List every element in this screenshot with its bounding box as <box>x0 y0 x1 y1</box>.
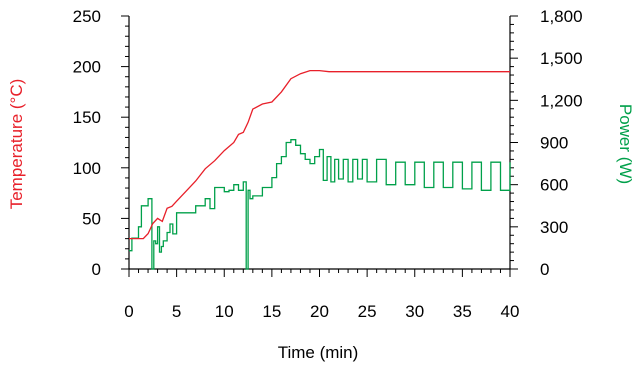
y-right-tick-label: 0 <box>540 260 549 279</box>
x-tick-label: 35 <box>453 302 472 321</box>
y-left-tick-label: 0 <box>92 260 101 279</box>
y-left-tick-label: 100 <box>73 159 101 178</box>
y-right-tick-label: 1,200 <box>540 91 583 110</box>
x-tick-label: 30 <box>405 302 424 321</box>
tick-labels: 0 5 10 15 20 25 30 35 40 0 50 100 150 200 250 0 300 600 90… <box>73 7 583 321</box>
x-tick-label: 20 <box>310 302 329 321</box>
y-left-axis-title: Temperature (°C) <box>7 79 26 210</box>
x-tick-label: 0 <box>124 302 133 321</box>
x-tick-label: 15 <box>262 302 281 321</box>
y-left-tick-label: 200 <box>73 58 101 77</box>
x-tick-label: 10 <box>215 302 234 321</box>
y-left-tick-label: 250 <box>73 7 101 26</box>
y-right-tick-label: 1,800 <box>540 7 583 26</box>
x-axis-title: Time (min) <box>278 343 359 362</box>
y-left-tick-label: 50 <box>82 209 101 228</box>
y-right-axis-title: Power (W) <box>616 104 635 184</box>
x-tick-label: 40 <box>501 302 520 321</box>
y-left-tick-label: 150 <box>73 108 101 127</box>
temperature-series-line <box>129 69 510 240</box>
y-right-tick-label: 300 <box>540 218 568 237</box>
power-series-line <box>129 139 511 270</box>
x-tick-label: 25 <box>358 302 377 321</box>
y-right-tick-label: 900 <box>540 134 568 153</box>
plot-area <box>128 16 511 270</box>
y-right-tick-label: 1,500 <box>540 49 583 68</box>
axis-ticks <box>121 15 518 277</box>
y-right-tick-label: 600 <box>540 176 568 195</box>
x-tick-label: 5 <box>172 302 181 321</box>
